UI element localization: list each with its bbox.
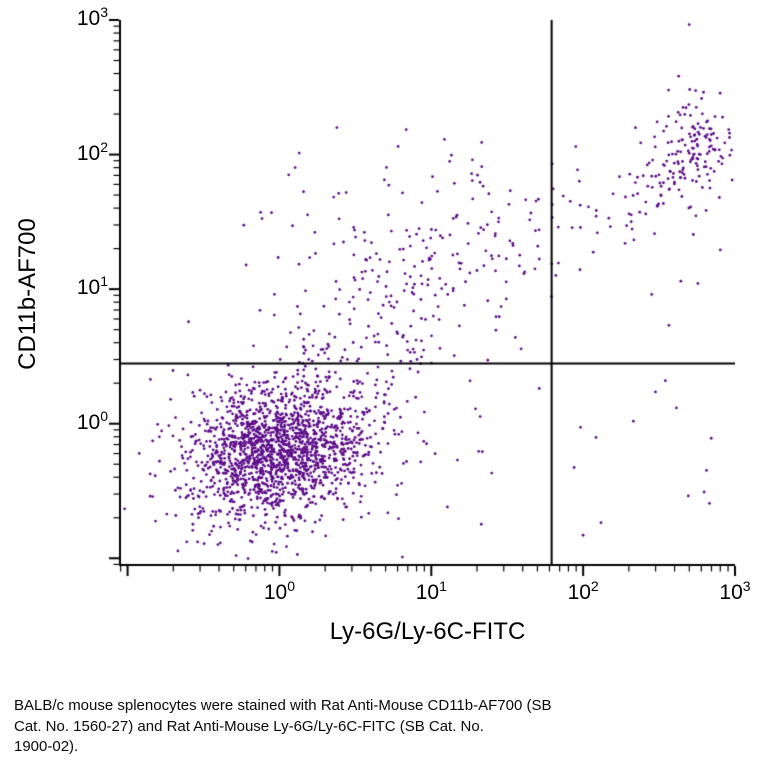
tick-label-10e1: 101	[415, 578, 447, 604]
x-axis-title: Ly-6G/Ly-6C-FITC	[329, 618, 526, 645]
dot-plot-canvas	[95, 10, 745, 585]
tick-label-10e0: 100	[263, 578, 296, 604]
tick-label-10e1: 101	[76, 273, 108, 300]
caption-line-2: Cat. No. 1560-27) and Rat Anti-Mouse Ly-…	[14, 717, 484, 735]
tick-label-10e2: 102	[567, 578, 599, 604]
caption-line-3: 1900-02).	[14, 738, 79, 756]
figure-caption: BALB/c mouse splenocytes were stained wi…	[14, 696, 654, 758]
tick-label-10e3: 103	[719, 578, 751, 604]
tick-label-10e0: 100	[76, 408, 108, 434]
y-axis-title: CD11b-AF700	[14, 218, 41, 370]
tick-label-10e3: 103	[76, 4, 108, 30]
tick-label-10e2: 102	[76, 138, 108, 165]
caption-line-1: BALB/c mouse splenocytes were stained wi…	[14, 697, 552, 714]
